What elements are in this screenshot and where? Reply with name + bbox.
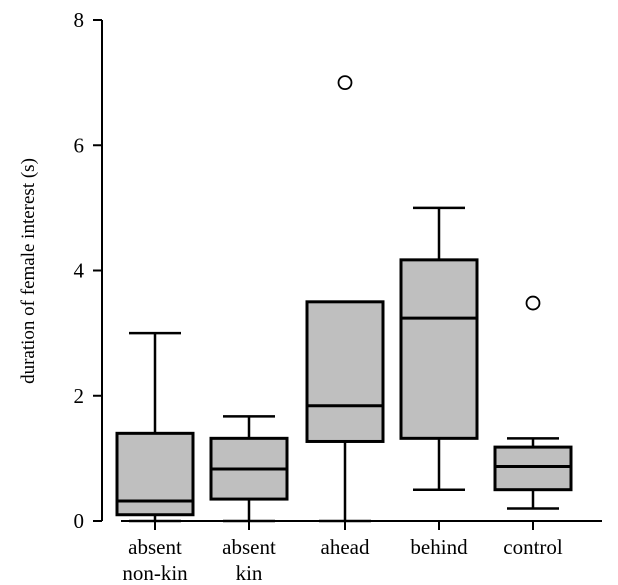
iqr-box [115, 431, 195, 517]
y-tick-label: 2 [74, 384, 85, 408]
box-behind [399, 206, 479, 491]
x-category-label: absent [222, 535, 276, 559]
y-axis: 0 2 4 6 8 [74, 8, 103, 533]
x-category-label: kin [236, 561, 263, 585]
y-tick-label: 6 [74, 133, 85, 157]
x-category-label: behind [410, 535, 468, 559]
outlier-point [525, 295, 541, 311]
iqr-box [493, 445, 573, 492]
box-series [115, 75, 573, 523]
y-tick-label: 4 [74, 259, 85, 283]
box-absent-non-kin [115, 331, 195, 523]
iqr-box [305, 300, 385, 443]
x-category-label: non-kin [122, 561, 188, 585]
x-category-label: ahead [321, 535, 370, 559]
x-category-label: absent [128, 535, 182, 559]
y-tick-label: 0 [74, 509, 85, 533]
box-ahead [305, 75, 385, 523]
box-absent-kin [209, 415, 289, 523]
outlier-point [337, 75, 353, 91]
y-axis-title: duration of female interest (s) [18, 158, 39, 384]
x-category-label: control [503, 535, 563, 559]
box-control [493, 295, 573, 510]
iqr-box [399, 258, 479, 440]
y-tick-label: 8 [74, 8, 85, 32]
